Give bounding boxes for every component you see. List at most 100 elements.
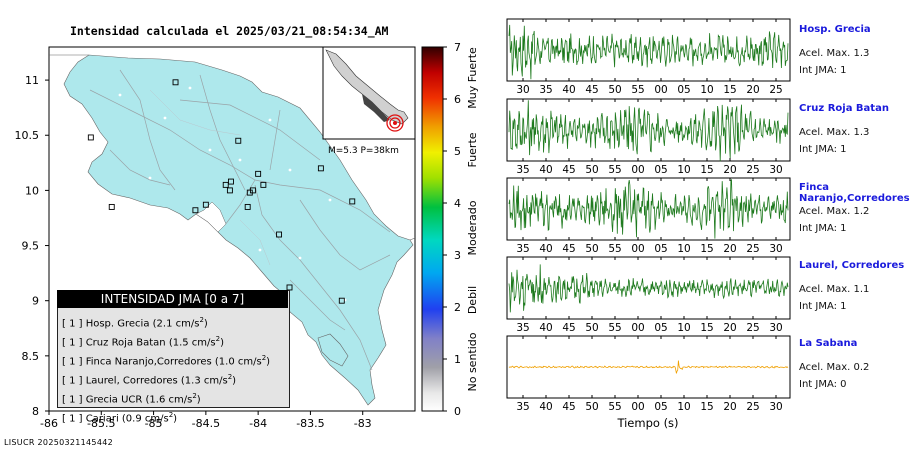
time-tick-label: 40	[539, 322, 552, 334]
time-tick-label: 55	[608, 243, 621, 255]
station-int: Int JMA: 1	[799, 65, 847, 76]
time-tick-label: 10	[677, 401, 690, 413]
inset-map: M=5.3 P=38km	[322, 46, 416, 156]
legend-row: [ 1 ] Laurel, Corredores (1.3 cm/s2)	[62, 372, 237, 387]
station-marker	[226, 187, 233, 194]
lon-tick-label: -84	[249, 417, 267, 430]
station-marker	[260, 181, 267, 188]
colorbar-tick-label: 6	[454, 93, 461, 106]
latitude-ticks: 11 10.5 10 9.5 9 8.5 8	[15, 74, 49, 418]
station-name: Finca Naranjo,Corredores	[799, 182, 910, 204]
time-tick-label: 35	[516, 164, 529, 176]
station-marker	[244, 203, 251, 210]
longitude-ticks: -86 -85.5 -85 -84.5 -84 -83.5 -83	[40, 411, 372, 430]
time-tick-label: 00	[654, 84, 667, 96]
time-tick-label: 00	[631, 322, 644, 334]
time-tick-label: 05	[654, 243, 667, 255]
station-int: Int JMA: 1	[799, 223, 847, 234]
time-tick-label: 25	[746, 401, 759, 413]
lon-tick-label: -84.5	[192, 417, 220, 430]
waveform-line	[508, 264, 789, 313]
colorbar-tick-label: 4	[454, 197, 461, 210]
station-marker	[228, 178, 234, 185]
colorbar-labels: No sentido Debil Moderado Fuerte Muy Fuerte	[466, 47, 479, 392]
legend-jma: [ 1 ]	[62, 356, 86, 368]
lat-tick-label: 9.5	[22, 240, 40, 253]
time-tick-label: 45	[562, 401, 575, 413]
legend-station: Finca Naranjo,Corredores (1.0 cm/s	[85, 356, 262, 368]
time-tick-label: 55	[608, 322, 621, 334]
station-int: Int JMA: 1	[799, 144, 847, 155]
colorbar-tick-label: 2	[454, 301, 461, 314]
time-tick-label: 30	[769, 164, 782, 176]
time-tick-label: 20	[746, 84, 759, 96]
time-tick-label: 45	[562, 164, 575, 176]
station-name: Laurel, Corredores	[799, 260, 905, 271]
time-tick-label: 05	[654, 401, 667, 413]
station-acel: Acel. Max. 1.1	[799, 284, 870, 295]
station-marker	[235, 137, 242, 144]
time-tick-label: 00	[631, 243, 644, 255]
time-tick-label: 15	[723, 84, 736, 96]
time-tick-label: 45	[562, 322, 575, 334]
station-marker	[255, 170, 262, 177]
colorbar-label: Fuerte	[466, 132, 479, 167]
legend-jma: [ 1 ]	[62, 318, 86, 330]
road-network	[89, 69, 391, 371]
time-tick-label: 55	[608, 401, 621, 413]
time-tick-label: 15	[700, 164, 713, 176]
time-tick-label: 45	[585, 84, 598, 96]
station-marker	[276, 231, 283, 238]
time-tick-label: 10	[677, 164, 690, 176]
legend-station: Grecia UCR (1.6 cm/s	[85, 394, 193, 406]
time-tick-label: 10	[677, 243, 690, 255]
colorbar-tick-label: 3	[454, 249, 461, 262]
station-marker	[192, 207, 199, 214]
time-tick-label: 30	[769, 322, 782, 334]
time-tick-label: 30	[769, 243, 782, 255]
lat-tick-label: 10.5	[15, 129, 40, 142]
colorbar-label: Moderado	[466, 200, 479, 255]
colorbar-ticks: 0 1 2 3 4 5 6 7	[443, 41, 461, 418]
station-acel: Acel. Max. 1.2	[799, 206, 870, 217]
time-tick-label: 40	[562, 84, 575, 96]
inset-label: M=5.3 P=38km	[328, 146, 399, 156]
lat-tick-label: 9	[32, 295, 39, 308]
waveform-line	[508, 100, 789, 162]
station-acel: Acel. Max. 1.3	[799, 127, 870, 138]
intensity-colorbar	[421, 46, 444, 412]
legend-jma: [ 1 ]	[62, 394, 86, 406]
colorbar-tick-label: 7	[454, 41, 461, 54]
station-marker	[172, 79, 179, 86]
station-int: Int JMA: 1	[799, 301, 847, 312]
seismogram-panel: 30 35 40 45 50 55 00 05 10 15 20 25 35 40 45 50 55 00 05 10…	[506, 18, 791, 430]
time-tick-label: 35	[516, 243, 529, 255]
station-marker	[349, 198, 356, 205]
time-tick-label: 40	[539, 164, 552, 176]
time-tick-label: 00	[631, 164, 644, 176]
station-acel: Acel. Max. 1.3	[799, 48, 870, 59]
colorbar-tick-label: 0	[454, 405, 461, 418]
time-tick-label: 55	[631, 84, 644, 96]
station-name: Cruz Roja Batan	[799, 103, 889, 114]
time-tick-label: 05	[677, 84, 690, 96]
time-tick-label: 15	[700, 322, 713, 334]
legend-jma: [ 1 ]	[62, 337, 86, 349]
legend-jma: [ 1 ]	[62, 412, 86, 424]
time-tick-label: 30	[769, 401, 782, 413]
legend-row: [ 1 ] Grecia UCR (1.6 cm/s2)	[62, 391, 201, 406]
legend-station: Cariari (0.9 cm/s	[85, 412, 169, 424]
station-int: Int JMA: 0	[799, 379, 847, 390]
time-tick-label: 25	[746, 322, 759, 334]
time-tick-label: 40	[539, 401, 552, 413]
lat-tick-label: 8.5	[22, 350, 40, 363]
time-tick-label: 10	[677, 322, 690, 334]
time-tick-label: 20	[723, 164, 736, 176]
waveform-line	[508, 360, 789, 374]
legend-row: [ 1 ] Hosp. Grecia (2.1 cm/s2)	[62, 316, 208, 330]
time-tick-label: 35	[516, 322, 529, 334]
station-name: Hosp. Grecia	[799, 24, 871, 35]
time-tick-label: 50	[585, 322, 598, 334]
colorbar-label: Muy Fuerte	[466, 47, 479, 109]
colorbar-tick-label: 5	[454, 145, 461, 158]
